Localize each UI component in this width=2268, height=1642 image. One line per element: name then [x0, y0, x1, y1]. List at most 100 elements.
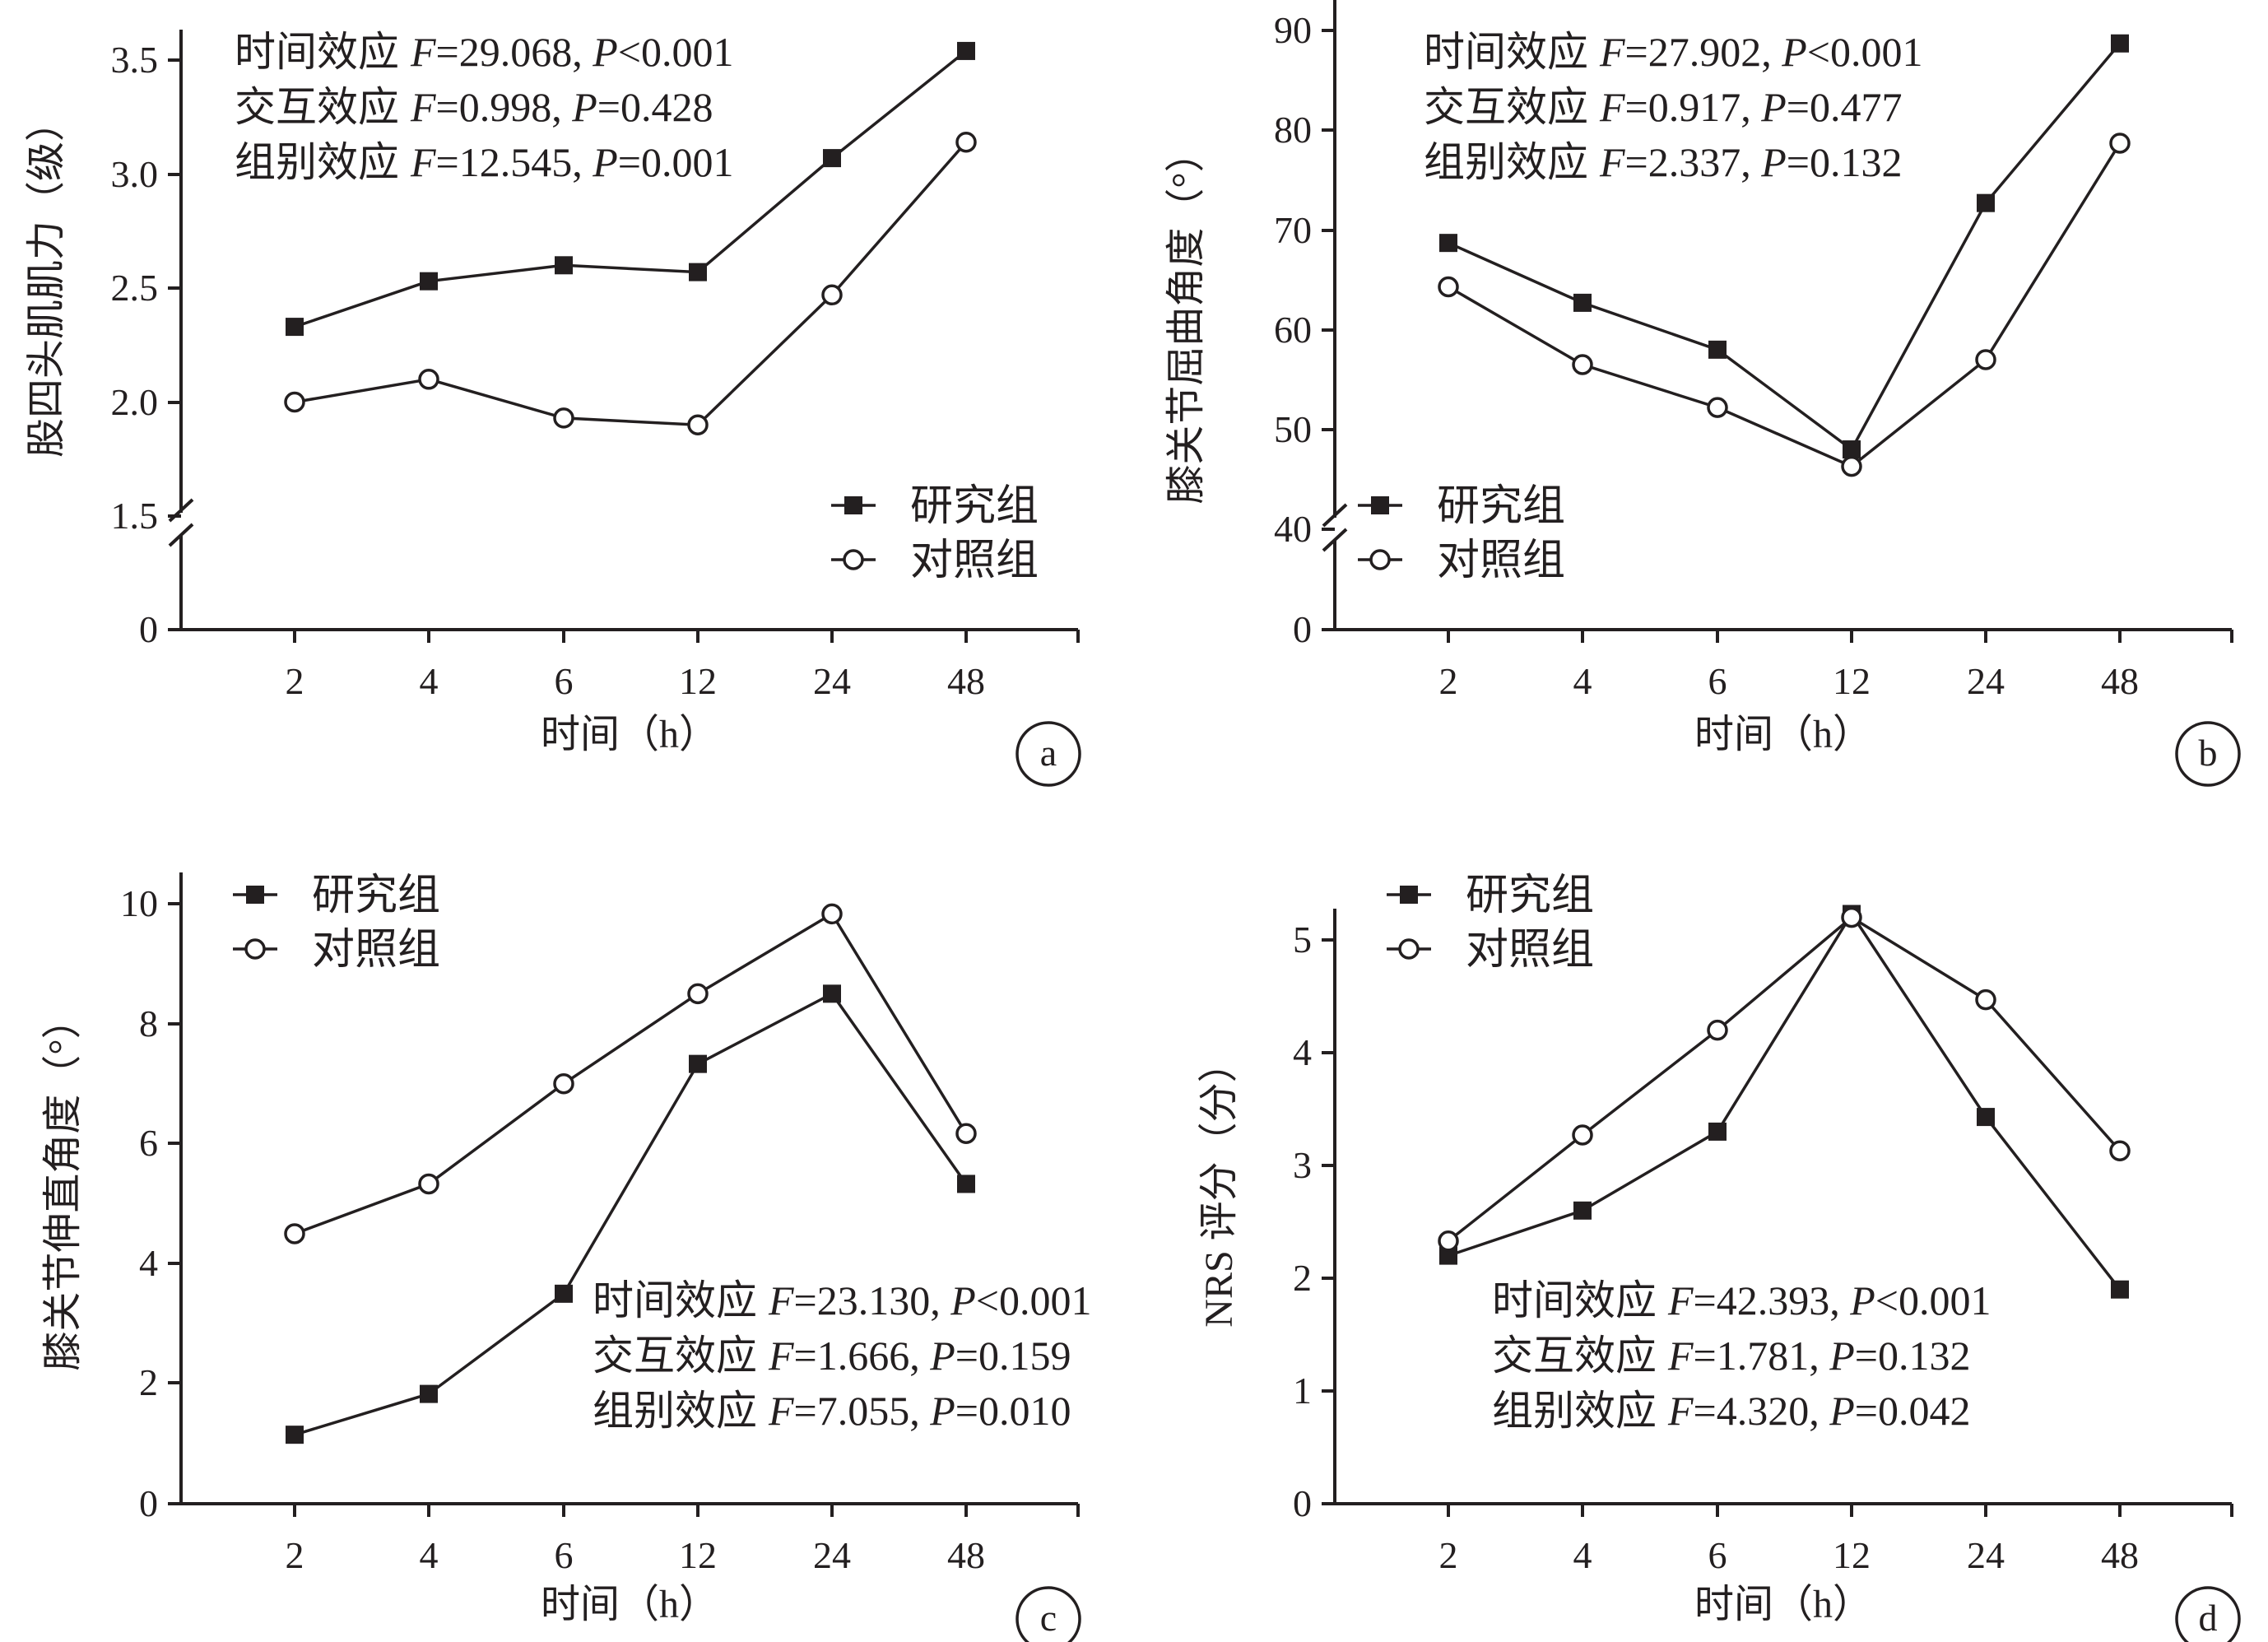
- y-tick-label: 4: [1293, 1031, 1312, 1073]
- stat-f-sym: F: [1599, 139, 1625, 185]
- stat-p-sym: P: [950, 1277, 976, 1323]
- legend-marker-circle: [1398, 938, 1420, 960]
- x-tick-label: 48: [2101, 660, 2139, 702]
- y-tick-label: 90: [1274, 9, 1312, 51]
- data-point-circle: [1975, 349, 1996, 370]
- series-line-study-group: [294, 49, 968, 328]
- legend-marker-circle: [1369, 549, 1391, 570]
- panel-label: b: [2199, 732, 2218, 774]
- y-axis-title: 股四头肌肌力（级）: [25, 102, 68, 458]
- x-tick-label: 48: [2101, 1534, 2139, 1576]
- data-point-circle: [2109, 1140, 2131, 1161]
- data-point-circle: [553, 407, 574, 429]
- data-point-circle: [1438, 276, 1459, 298]
- stat-f-val: =4.320,: [1694, 1388, 1830, 1434]
- x-tick-label: 6: [555, 1534, 574, 1576]
- stat-line: 时间效应 F=23.130, P<0.001: [593, 1277, 1092, 1323]
- x-tick-label: 2: [1439, 1534, 1458, 1576]
- x-tick-label: 4: [420, 660, 439, 702]
- stat-f-val: =0.917,: [1625, 84, 1762, 130]
- x-tick-label: 24: [813, 660, 851, 702]
- data-point-circle: [1707, 1019, 1728, 1041]
- legend-label: 对照组: [1437, 537, 1565, 584]
- data-point-square: [1977, 193, 1995, 212]
- stat-f-val: =2.337,: [1625, 139, 1762, 185]
- series-line-control-group: [294, 912, 968, 1235]
- x-tick-label: 12: [1833, 660, 1871, 702]
- stat-p-sym: P: [571, 84, 597, 130]
- stat-line: 交互效应 F=0.998, P=0.428: [235, 84, 713, 130]
- stat-f-sym: F: [410, 139, 436, 185]
- y-tick-label: 50: [1274, 408, 1312, 450]
- stat-f-sym: F: [1667, 1333, 1694, 1379]
- stat-p-sym: P: [1829, 1333, 1855, 1379]
- y-tick-label: 2.0: [111, 381, 159, 423]
- stat-p-val: <0.001: [618, 29, 734, 75]
- x-tick-label: 6: [1708, 660, 1727, 702]
- data-point-circle: [687, 983, 709, 1005]
- series-line-study-group: [294, 992, 968, 1436]
- stat-label: 交互效应: [1424, 84, 1588, 130]
- data-point-square: [420, 1384, 438, 1403]
- data-point-circle: [1438, 1230, 1459, 1252]
- stat-line: 时间效应 F=29.068, P<0.001: [235, 29, 734, 75]
- data-point-circle: [284, 1223, 305, 1244]
- stat-f-val: =7.055,: [794, 1388, 931, 1434]
- panel-label: c: [1040, 1597, 1057, 1639]
- stat-label: 组别效应: [235, 139, 399, 185]
- stat-f-sym: F: [768, 1388, 794, 1434]
- stats-annotation: 时间效应 F=29.068, P<0.001 交互效应 F=0.998, P=0.42…: [235, 29, 734, 185]
- legend-label: 对照组: [910, 537, 1039, 584]
- stat-p-val: =0.132: [1787, 139, 1903, 185]
- y-tick-label: 2: [139, 1361, 158, 1403]
- stat-f-sym: F: [410, 84, 436, 130]
- data-point-square: [1573, 1201, 1592, 1220]
- y-tick-label: 1.5: [111, 495, 159, 537]
- stat-p-sym: P: [929, 1333, 955, 1379]
- x-tick-label: 2: [286, 1534, 304, 1576]
- y-tick-label: 0: [1293, 1482, 1312, 1524]
- data-point-square: [286, 318, 304, 337]
- stat-p-val: <0.001: [1875, 1277, 1991, 1323]
- x-tick-label: 48: [947, 1534, 985, 1576]
- legend-label: 对照组: [1466, 927, 1594, 974]
- x-tick-label: 24: [813, 1534, 851, 1576]
- stat-p-sym: P: [1781, 29, 1807, 75]
- data-point-circle: [821, 903, 843, 925]
- stat-p-val: =0.001: [618, 139, 734, 185]
- x-tick-label: 2: [1439, 660, 1458, 702]
- data-point-square: [1843, 440, 1861, 459]
- series-line-study-group: [1448, 911, 2122, 1291]
- data-point-square: [2111, 34, 2129, 53]
- x-tick-label: 12: [679, 1534, 717, 1576]
- data-point-square: [823, 149, 841, 168]
- y-tick-label: 80: [1274, 109, 1312, 151]
- stat-f-val: =1.781,: [1694, 1333, 1830, 1379]
- stat-p-sym: P: [592, 29, 618, 75]
- stat-f-sym: F: [768, 1333, 794, 1379]
- stat-f-sym: F: [1667, 1388, 1694, 1434]
- y-tick-label: 70: [1274, 209, 1312, 251]
- data-point-square: [689, 263, 707, 281]
- legend-label: 研究组: [1437, 483, 1565, 530]
- stat-p-val: =0.010: [955, 1388, 1071, 1434]
- data-point-circle: [1572, 354, 1593, 375]
- legend-label: 研究组: [1466, 872, 1594, 919]
- y-tick-label: 3: [1293, 1144, 1312, 1186]
- series-line-control-group: [294, 141, 968, 426]
- x-tick-label: 4: [1573, 660, 1592, 702]
- stat-label: 组别效应: [1492, 1388, 1657, 1434]
- y-tick-label: 6: [139, 1122, 158, 1164]
- data-point-square: [555, 1284, 573, 1303]
- stat-p-sym: P: [1760, 139, 1787, 185]
- x-tick-label: 12: [679, 660, 717, 702]
- stat-label: 时间效应: [235, 29, 399, 75]
- data-point-square: [1439, 1246, 1457, 1265]
- y-tick-label: 0: [1293, 608, 1312, 650]
- y-tick-label: 3.0: [111, 153, 159, 195]
